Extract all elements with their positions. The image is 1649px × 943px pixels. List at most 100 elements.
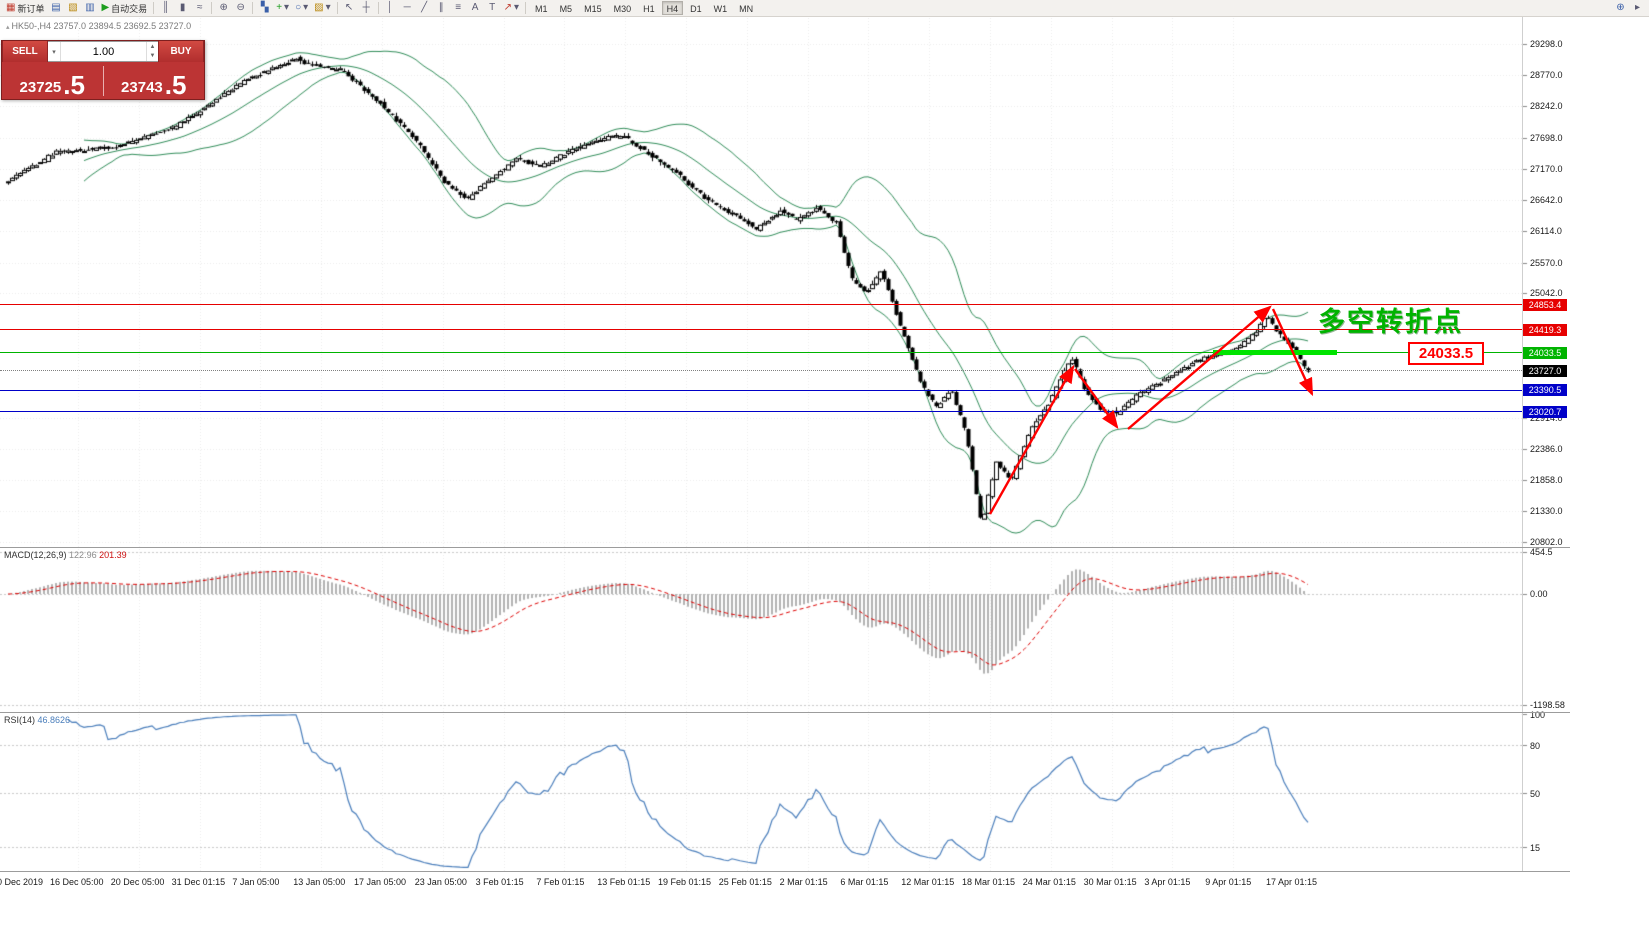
stepper-up-icon[interactable]: ▲ [149, 43, 156, 50]
chevron-down-icon: ▾ [325, 2, 331, 13]
arrows-button[interactable]: ↗ ▾ [501, 1, 522, 16]
stepper-down-icon[interactable]: ▼ [149, 53, 156, 60]
price-axis-border [1522, 17, 1523, 871]
timeframe-button-m30[interactable]: M30 [613, 4, 632, 14]
symbol-ohlc-readout: ▴ HK50-,H4 23757.0 23894.5 23692.5 23727.… [6, 21, 191, 31]
timeframe-button-mn[interactable]: MN [739, 4, 754, 14]
timeframe-button-d1[interactable]: D1 [690, 4, 702, 14]
market-watch-button[interactable]: ▤ [47, 1, 64, 16]
navigator-button[interactable]: ▧ [64, 1, 81, 16]
time-axis-label: 17 Jan 05:00 [354, 877, 407, 887]
zoom-in-icon: ⊕ [219, 2, 228, 13]
chart-end-button[interactable]: ▸ [1629, 1, 1646, 16]
bar-chart-icon: ║ [162, 2, 170, 13]
horizontal-line-24419.3[interactable] [0, 329, 1522, 331]
fibonacci-button[interactable]: ≡ [450, 1, 467, 16]
price-callout-box[interactable]: 24033.5 [1408, 342, 1484, 365]
new-order-button[interactable]: ▦ 新订单 [3, 1, 47, 16]
timeframe-button-m15[interactable]: M15 [584, 4, 602, 14]
time-axis-label: 13 Jan 05:00 [293, 877, 346, 887]
sell-button[interactable]: SELL [2, 41, 48, 62]
price-axis-label: 22914.0 [1530, 413, 1563, 424]
templates-button[interactable]: ▨ ▾ [311, 1, 333, 16]
time-axis-label: 16 Dec 05:00 [50, 877, 104, 887]
new-order-label: 新订单 [17, 3, 45, 14]
market-watch-icon: ▤ [51, 2, 61, 13]
macd-main-value: 122.96 [69, 550, 97, 560]
trade-panel-controls: SELL ▾ 1.00 ▲ ▼ BUY [2, 41, 204, 62]
trendline-button[interactable]: ╱ [416, 1, 433, 16]
horizontal-line-23727.0[interactable] [0, 370, 1522, 372]
line-chart-icon: ≈ [196, 2, 203, 13]
candle-chart-icon: ▮ [179, 2, 186, 13]
toolbar-separator [377, 2, 379, 14]
crosshair-button[interactable]: ┼ [358, 1, 375, 16]
tile-windows-button[interactable]: ▚ [256, 1, 273, 16]
vertical-line-icon: │ [387, 2, 394, 13]
macd-label: MACD(12,26,9) 122.96 201.39 [4, 550, 127, 560]
macd-axis: 454.5 0.00 -1198.58 [1526, 0, 1570, 943]
rsi-axis-label: 50 [1530, 788, 1541, 799]
one-click-trading-panel: SELL ▾ 1.00 ▲ ▼ BUY 23725 .5 23743 .5 [1, 40, 205, 100]
sell-price[interactable]: 23725 .5 [2, 71, 103, 97]
horizontal-line-23390.5[interactable] [0, 389, 1522, 391]
tile-windows-icon: ▚ [260, 2, 269, 13]
zoom-in-button[interactable]: ⊕ [215, 1, 232, 16]
horizontal-line-24033.5[interactable] [0, 352, 1522, 354]
volume-dropdown-caret[interactable]: ▾ [48, 42, 61, 61]
time-axis[interactable]: 0 Dec 2019 16 Dec 05:00 20 Dec 05:00 31 Dec… [0, 874, 1570, 890]
channel-button[interactable]: ∥ [433, 1, 450, 16]
timeframe-button-m5[interactable]: M5 [559, 4, 573, 14]
price-tag-24033.5: 24033.5 [1523, 346, 1567, 359]
magnifier-button[interactable]: ⊕ [1612, 1, 1629, 16]
timeframe-button-m1[interactable]: M1 [535, 4, 548, 14]
rsi-value: 46.8626 [37, 715, 71, 725]
price-axis-label: 25570.0 [1530, 257, 1563, 268]
price-axis-label: 22386.0 [1530, 444, 1563, 455]
horizontal-line-button[interactable]: ─ [399, 1, 416, 16]
arrows-icon: ↗ [503, 2, 513, 13]
timeframe-button-h4[interactable]: H4 [661, 1, 684, 15]
text-button[interactable]: A [467, 1, 484, 16]
timeframe-button-w1[interactable]: W1 [713, 4, 728, 14]
trendline-icon: ╱ [421, 2, 428, 13]
volume-input[interactable]: 1.00 [92, 45, 115, 58]
time-axis-label: 18 Mar 01:15 [962, 877, 1016, 887]
new-order-icon: ▦ [6, 2, 16, 13]
label-icon: T [489, 2, 496, 13]
sell-price-figure: 23725 [19, 78, 62, 96]
cursor-button[interactable]: ↖ [341, 1, 358, 16]
support-highlight-line[interactable] [1213, 350, 1337, 355]
buy-button[interactable]: BUY [158, 41, 204, 62]
label-button[interactable]: T [484, 1, 501, 16]
candle-chart-button[interactable]: ▮ [174, 1, 191, 16]
time-axis-label: 19 Feb 01:15 [658, 877, 712, 887]
volume-stepper[interactable]: ▲ ▼ [146, 42, 158, 61]
line-chart-button[interactable]: ≈ [191, 1, 208, 16]
time-axis-label: 13 Feb 01:15 [597, 877, 651, 887]
time-axis-label: 12 Mar 01:15 [901, 877, 955, 887]
indicators-button[interactable]: + ▾ [273, 1, 292, 16]
timeframe-button-h1[interactable]: H1 [643, 4, 655, 14]
terminal-button[interactable]: ▥ [81, 1, 98, 16]
bar-chart-button[interactable]: ║ [157, 1, 174, 16]
horizontal-line-23020.7[interactable] [0, 411, 1522, 413]
cursor-icon: ↖ [344, 2, 354, 13]
toolbar-separator [211, 2, 213, 14]
autotrading-play-icon: ▶ [101, 2, 110, 13]
buy-price[interactable]: 23743 .5 [104, 71, 205, 97]
macd-panel-splitter[interactable] [0, 547, 1570, 548]
price-tag-23727.0: 23727.0 [1523, 364, 1567, 377]
vertical-line-button[interactable]: │ [382, 1, 399, 16]
chevron-down-icon: ▾ [284, 2, 290, 13]
horizontal-line-24853.4[interactable] [0, 304, 1522, 306]
autotrading-button[interactable]: ▶ 自动交易 [98, 1, 150, 16]
channel-icon: ∥ [438, 2, 444, 13]
price-axis[interactable]: 29298.0 28770.0 28242.0 27698.0 27170.0 26642… [1526, 0, 1570, 943]
toolbar-separator [153, 2, 155, 14]
zoom-out-button[interactable]: ⊖ [232, 1, 249, 16]
turning-point-annotation[interactable]: 多空转折点 [1318, 307, 1463, 337]
periods-button[interactable]: ○ ▾ [292, 1, 311, 16]
rsi-panel-splitter[interactable] [0, 712, 1570, 713]
